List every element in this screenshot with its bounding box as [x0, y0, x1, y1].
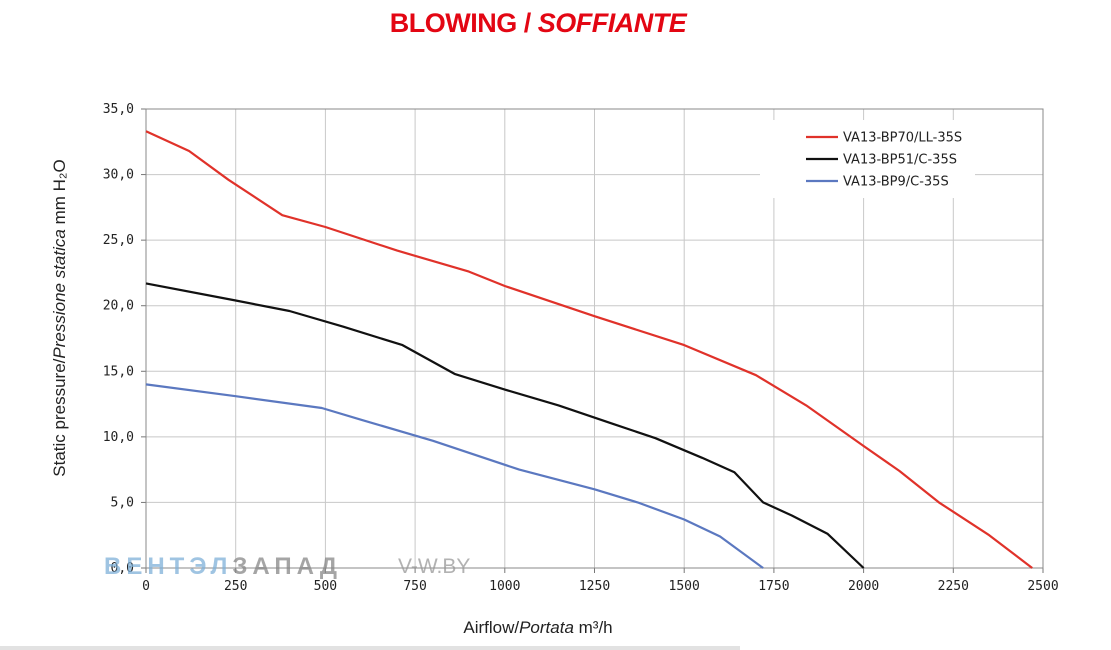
- y-tick-label: 20,0: [103, 299, 134, 314]
- series-layer: [145, 130, 1033, 569]
- y-tick-label: 35,0: [103, 102, 134, 117]
- x-tick-label: 1000: [489, 579, 520, 594]
- watermark-logo: ВЕНТЭЛЗАПАД: [104, 553, 342, 581]
- series-line-2: [145, 282, 865, 569]
- watermark-blue: ВЕНТЭЛ: [104, 553, 233, 580]
- legend-box: [760, 120, 975, 198]
- x-tick-label: 2500: [1027, 579, 1058, 594]
- axes: 0 250 500 750 1000 1250 1500 1750 2000 2250 2500 0,…: [103, 102, 1059, 594]
- chart-title: BLOWING / SOFFIANTE: [0, 8, 1076, 39]
- legend-label-2: VA13-BP51/C-35S: [843, 153, 957, 168]
- y-tick-label: 30,0: [103, 168, 134, 183]
- x-axis-label: Airflow/Portata m³/h: [463, 618, 612, 638]
- x-label-italic: Portata: [519, 618, 574, 637]
- y-label-unit: mm H₂O: [50, 159, 69, 225]
- x-tick-label: 1250: [579, 579, 610, 594]
- y-label-italic: Pressione statica: [50, 229, 69, 359]
- x-tick-label: 750: [403, 579, 426, 594]
- y-tick-label: 10,0: [103, 430, 134, 445]
- watermark-gray: ЗАПАД: [232, 553, 342, 580]
- y-tick-label: 15,0: [103, 364, 134, 379]
- x-tick-label: 500: [314, 579, 337, 594]
- y-tick-label: 5,0: [111, 495, 134, 510]
- legend-label-1: VA13-BP70/LL-35S: [843, 131, 962, 146]
- x-tick-label: 2000: [848, 579, 879, 594]
- x-label-main: Airflow/: [463, 618, 520, 637]
- chart-title-main: BLOWING /: [389, 8, 538, 38]
- bottom-rule: [0, 646, 740, 650]
- y-tick-label: 25,0: [103, 233, 134, 248]
- x-tick-label: 250: [224, 579, 247, 594]
- x-tick-label: 0: [142, 579, 150, 594]
- series-line-3: [145, 383, 764, 569]
- series-line-1: [145, 130, 1033, 569]
- x-tick-label: 1500: [669, 579, 700, 594]
- x-tick-label: 2250: [938, 579, 969, 594]
- x-label-unit: m³/h: [578, 618, 613, 637]
- legend: VA13-BP70/LL-35S VA13-BP51/C-35S VA13-BP9/…: [760, 120, 975, 198]
- y-axis-label: Static pressure/Pressione statica mm H₂O: [50, 159, 70, 476]
- x-tick-label: 1750: [758, 579, 789, 594]
- y-label-main: Static pressure/: [50, 358, 69, 477]
- chart-title-italic: SOFFIANTE: [537, 8, 687, 38]
- legend-label-3: VA13-BP9/C-35S: [843, 175, 949, 190]
- y-tick-label: 0,0: [111, 561, 134, 576]
- watermark-url: V-W.BY: [398, 555, 471, 578]
- plot-border: [145, 108, 1044, 569]
